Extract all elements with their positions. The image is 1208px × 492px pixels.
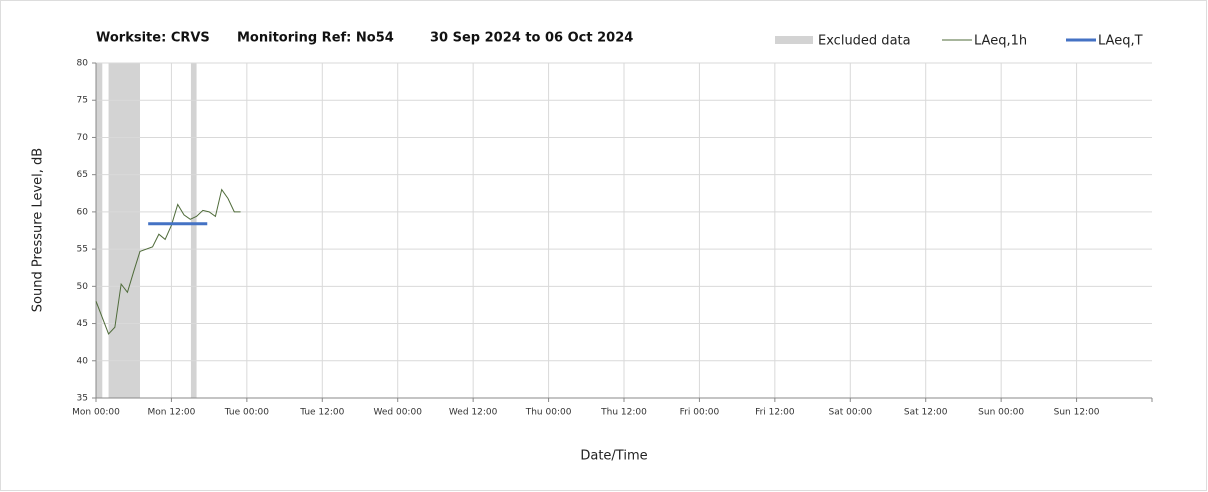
y-tick-label: 65 — [77, 170, 88, 180]
x-tick-label: Wed 00:00 — [374, 408, 423, 418]
y-tick-label: 60 — [77, 207, 89, 217]
title-ref: Monitoring Ref: No54 — [237, 31, 394, 46]
x-tick-label: Thu 00:00 — [525, 408, 572, 418]
x-axis-label: Date/Time — [580, 449, 647, 464]
y-tick-label: 70 — [77, 133, 89, 143]
x-tick-label: Mon 12:00 — [148, 408, 196, 418]
legend-label: LAeq,T — [1098, 34, 1143, 49]
excluded-band — [96, 63, 103, 398]
x-tick-label: Mon 00:00 — [72, 408, 120, 418]
x-tick-label: Fri 12:00 — [755, 408, 795, 418]
y-axis-label: Sound Pressure Level, dB — [31, 148, 46, 312]
excluded-band — [190, 63, 197, 398]
y-tick-label: 80 — [77, 59, 89, 69]
title-site: Worksite: CRVS — [96, 31, 210, 46]
legend-swatch — [775, 36, 813, 44]
x-tick-label: Sat 00:00 — [829, 408, 873, 418]
legend-label: LAeq,1h — [974, 34, 1027, 49]
x-tick-label: Tue 00:00 — [224, 408, 269, 418]
x-tick-label: Sun 12:00 — [1054, 408, 1100, 418]
x-tick-label: Sun 00:00 — [978, 408, 1024, 418]
y-tick-label: 50 — [77, 282, 89, 292]
x-tick-label: Fri 00:00 — [680, 408, 720, 418]
y-tick-label: 55 — [77, 245, 88, 255]
x-tick-label: Tue 12:00 — [299, 408, 344, 418]
y-tick-label: 35 — [77, 394, 88, 404]
x-tick-label: Sat 12:00 — [904, 408, 948, 418]
y-tick-label: 45 — [77, 319, 88, 329]
legend-label: Excluded data — [818, 34, 911, 49]
title-dates: 30 Sep 2024 to 06 Oct 2024 — [430, 31, 633, 46]
y-tick-label: 75 — [77, 96, 88, 106]
x-tick-label: Wed 12:00 — [449, 408, 498, 418]
excluded-band — [108, 63, 140, 398]
x-tick-label: Thu 12:00 — [600, 408, 647, 418]
series-line — [95, 188, 241, 335]
y-tick-label: 40 — [77, 356, 89, 366]
